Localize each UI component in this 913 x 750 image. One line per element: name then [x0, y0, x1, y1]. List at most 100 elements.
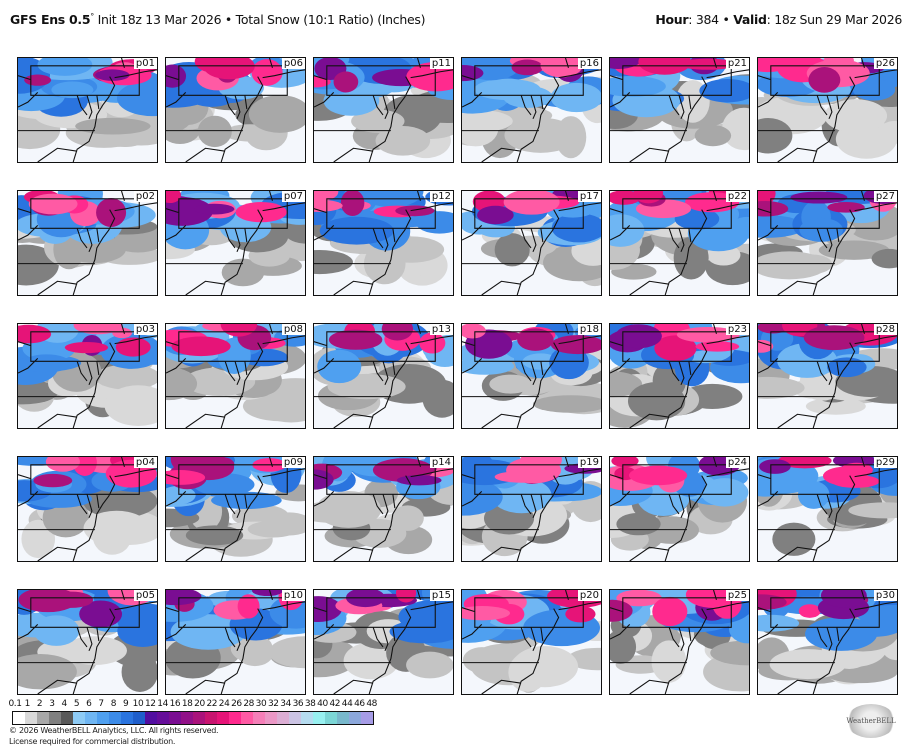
state-boundaries [758, 590, 897, 694]
member-label: p02 [133, 191, 157, 202]
colorbar-swatch [145, 712, 157, 724]
valid-label: Valid [733, 12, 767, 27]
colorbar-swatch [277, 712, 289, 724]
state-boundaries [610, 58, 749, 162]
state-boundaries [610, 191, 749, 295]
ensemble-member-panel: p18 [461, 323, 602, 429]
colorbar-tick-label: 30 [255, 699, 267, 709]
snow-contour-heavy [820, 590, 867, 608]
colorbar-swatch [61, 712, 73, 724]
colorbar-swatch [157, 712, 169, 724]
member-label: p06 [281, 58, 305, 69]
state-boundaries [166, 324, 305, 428]
snow-contour-light [316, 491, 382, 528]
colorbar-tick-label: 16 [169, 699, 181, 709]
ensemble-member-panel: p28 [757, 323, 898, 429]
map-title: GFS Ens 0.5° Init 18z 13 Mar 2026 • Tota… [10, 12, 425, 27]
snow-contour-light [772, 522, 816, 556]
snowfall-map [610, 457, 749, 561]
snow-contour-heavy [203, 58, 255, 80]
snow-contour-heavy [340, 191, 365, 216]
state-boundaries [314, 457, 453, 561]
colorbar-swatch [73, 712, 85, 724]
snow-contour-heavy [314, 199, 343, 212]
snow-contour-light [508, 652, 548, 693]
member-label: p25 [725, 590, 749, 601]
snow-contour-light [221, 258, 265, 287]
init-info: Init 18z 13 Mar 2026 • Total Snow (10:1 … [93, 12, 426, 28]
snow-contour-moderate [51, 81, 94, 99]
snowfall-map [610, 590, 749, 694]
snowfall-map [166, 590, 305, 694]
snow-contour-heavy [676, 326, 740, 343]
colorbar-swatch [109, 712, 121, 724]
snow-contour-moderate [398, 599, 453, 635]
state-boundaries [758, 457, 897, 561]
snow-contour-moderate [799, 217, 844, 242]
snow-contour-heavy [615, 324, 662, 349]
state-boundaries [462, 58, 601, 162]
member-label: p07 [281, 191, 305, 202]
snow-contour-moderate [462, 478, 503, 516]
snow-contour-heavy [808, 67, 841, 93]
snow-contour-heavy [171, 336, 231, 357]
snow-contour-moderate [550, 82, 601, 113]
snow-contour-light [694, 125, 732, 147]
ensemble-member-panel: p20 [461, 589, 602, 695]
snow-contour-heavy [193, 203, 235, 215]
ensemble-member-panel: p29 [757, 456, 898, 562]
colorbar-swatch [217, 712, 229, 724]
colorbar-tick-label: 4 [61, 699, 68, 709]
ensemble-member-panel: p25 [609, 589, 750, 695]
state-boundaries [314, 324, 453, 428]
colorbar-tick-label: 6 [86, 699, 92, 709]
member-label: p22 [725, 191, 749, 202]
snow-contour-light [343, 642, 399, 680]
snow-contour-heavy [112, 327, 132, 339]
snow-contour-light [824, 99, 888, 133]
colorbar-tick-label: 10 [132, 699, 144, 709]
snowfall-map [610, 58, 749, 162]
colorbar-swatch [301, 712, 313, 724]
member-label: p16 [577, 58, 601, 69]
colorbar-tick-label: 7 [98, 699, 104, 709]
member-label: p04 [133, 457, 157, 468]
snow-contour-heavy [79, 600, 123, 628]
snow-contour-heavy [50, 591, 94, 608]
snow-contour-heavy [565, 605, 596, 623]
snow-contour-heavy [777, 457, 832, 469]
snow-contour-light [489, 374, 532, 394]
snow-contour-moderate [805, 617, 878, 651]
model-name: GFS Ens 0.5 [10, 12, 91, 28]
ensemble-member-panel: p27 [757, 190, 898, 296]
state-boundaries [166, 191, 305, 295]
snow-contour-light [710, 640, 749, 666]
snow-contour-light [75, 117, 151, 135]
member-label: p05 [133, 590, 157, 601]
member-label: p17 [577, 191, 601, 202]
snow-contour-moderate [33, 615, 80, 646]
snow-contour-light [314, 250, 353, 275]
ensemble-member-panel: p09 [165, 456, 306, 562]
snow-contour-heavy [462, 324, 486, 339]
weatherbell-logo: WeatherBELL [846, 704, 896, 738]
snow-contour-moderate [699, 79, 749, 103]
snow-contour-heavy [419, 332, 446, 354]
state-boundaries [166, 58, 305, 162]
snowfall-map [18, 324, 157, 428]
colorbar-tick-label: 12 [144, 699, 156, 709]
snow-contour-moderate [170, 614, 246, 650]
state-boundaries [610, 590, 749, 694]
snow-contour-heavy [314, 596, 342, 623]
snow-contour-moderate [503, 86, 553, 108]
ensemble-member-panel: p12 [313, 190, 454, 296]
snow-contour-light [462, 110, 499, 147]
state-boundaries [166, 590, 305, 694]
snowfall-map [462, 590, 601, 694]
member-label: p28 [873, 324, 897, 335]
ensemble-member-panel: p08 [165, 323, 306, 429]
ensemble-member-panel: p13 [313, 323, 454, 429]
snow-contour-moderate [827, 357, 867, 378]
colorbar-tick-label: 36 [292, 699, 304, 709]
snow-contour-light [248, 95, 305, 133]
